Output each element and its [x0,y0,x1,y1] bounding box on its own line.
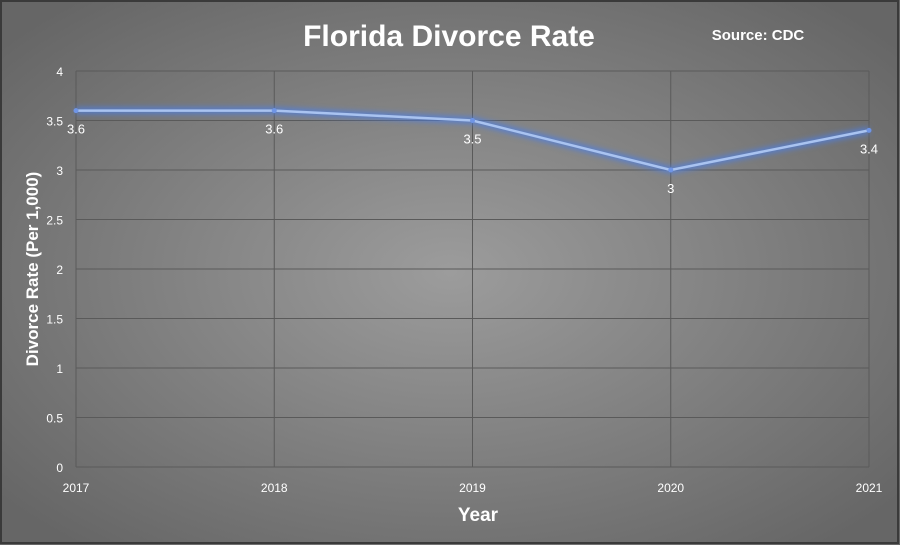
x-axis-label: Year [458,505,499,526]
data-label: 3.6 [67,122,85,137]
y-tick-label: 1 [56,362,63,376]
data-point [271,108,277,114]
y-tick-label: 2.5 [46,214,63,228]
data-labels: 3.6 3.6 3.5 3 3.4 [67,122,878,196]
chart-title: Florida Divorce Rate [303,20,595,53]
series-divorce-rate [73,107,872,174]
data-point [668,167,674,173]
x-tick-label: 2020 [657,481,684,495]
gridlines [75,70,870,468]
data-label: 3.5 [463,132,481,147]
y-tick-label: 3.5 [46,115,63,129]
x-tick-label: 2017 [63,481,90,495]
x-tick-label: 2019 [459,481,486,495]
data-label: 3.4 [860,141,878,156]
data-label: 3 [667,181,674,196]
y-axis-label: Divorce Rate (Per 1,000) [23,172,42,367]
x-tick-label: 2018 [261,481,288,495]
y-tick-label: 0 [56,461,63,475]
y-tick-label: 4 [56,65,63,79]
y-tick-label: 2 [56,263,63,277]
y-tick-label: 0.5 [46,412,63,426]
y-tick-label: 3 [56,164,63,178]
data-point [866,127,872,133]
source-annotation: Source: CDC [712,27,805,44]
tick-labels: 0 0.5 1 1.5 2 2.5 3 3.5 4 2017 2018 2019 2020 2021 [46,65,882,495]
data-label: 3.6 [265,122,283,137]
y-tick-label: 1.5 [46,313,63,327]
data-point [73,108,79,114]
data-point [470,118,475,123]
x-tick-label: 2021 [856,481,883,495]
